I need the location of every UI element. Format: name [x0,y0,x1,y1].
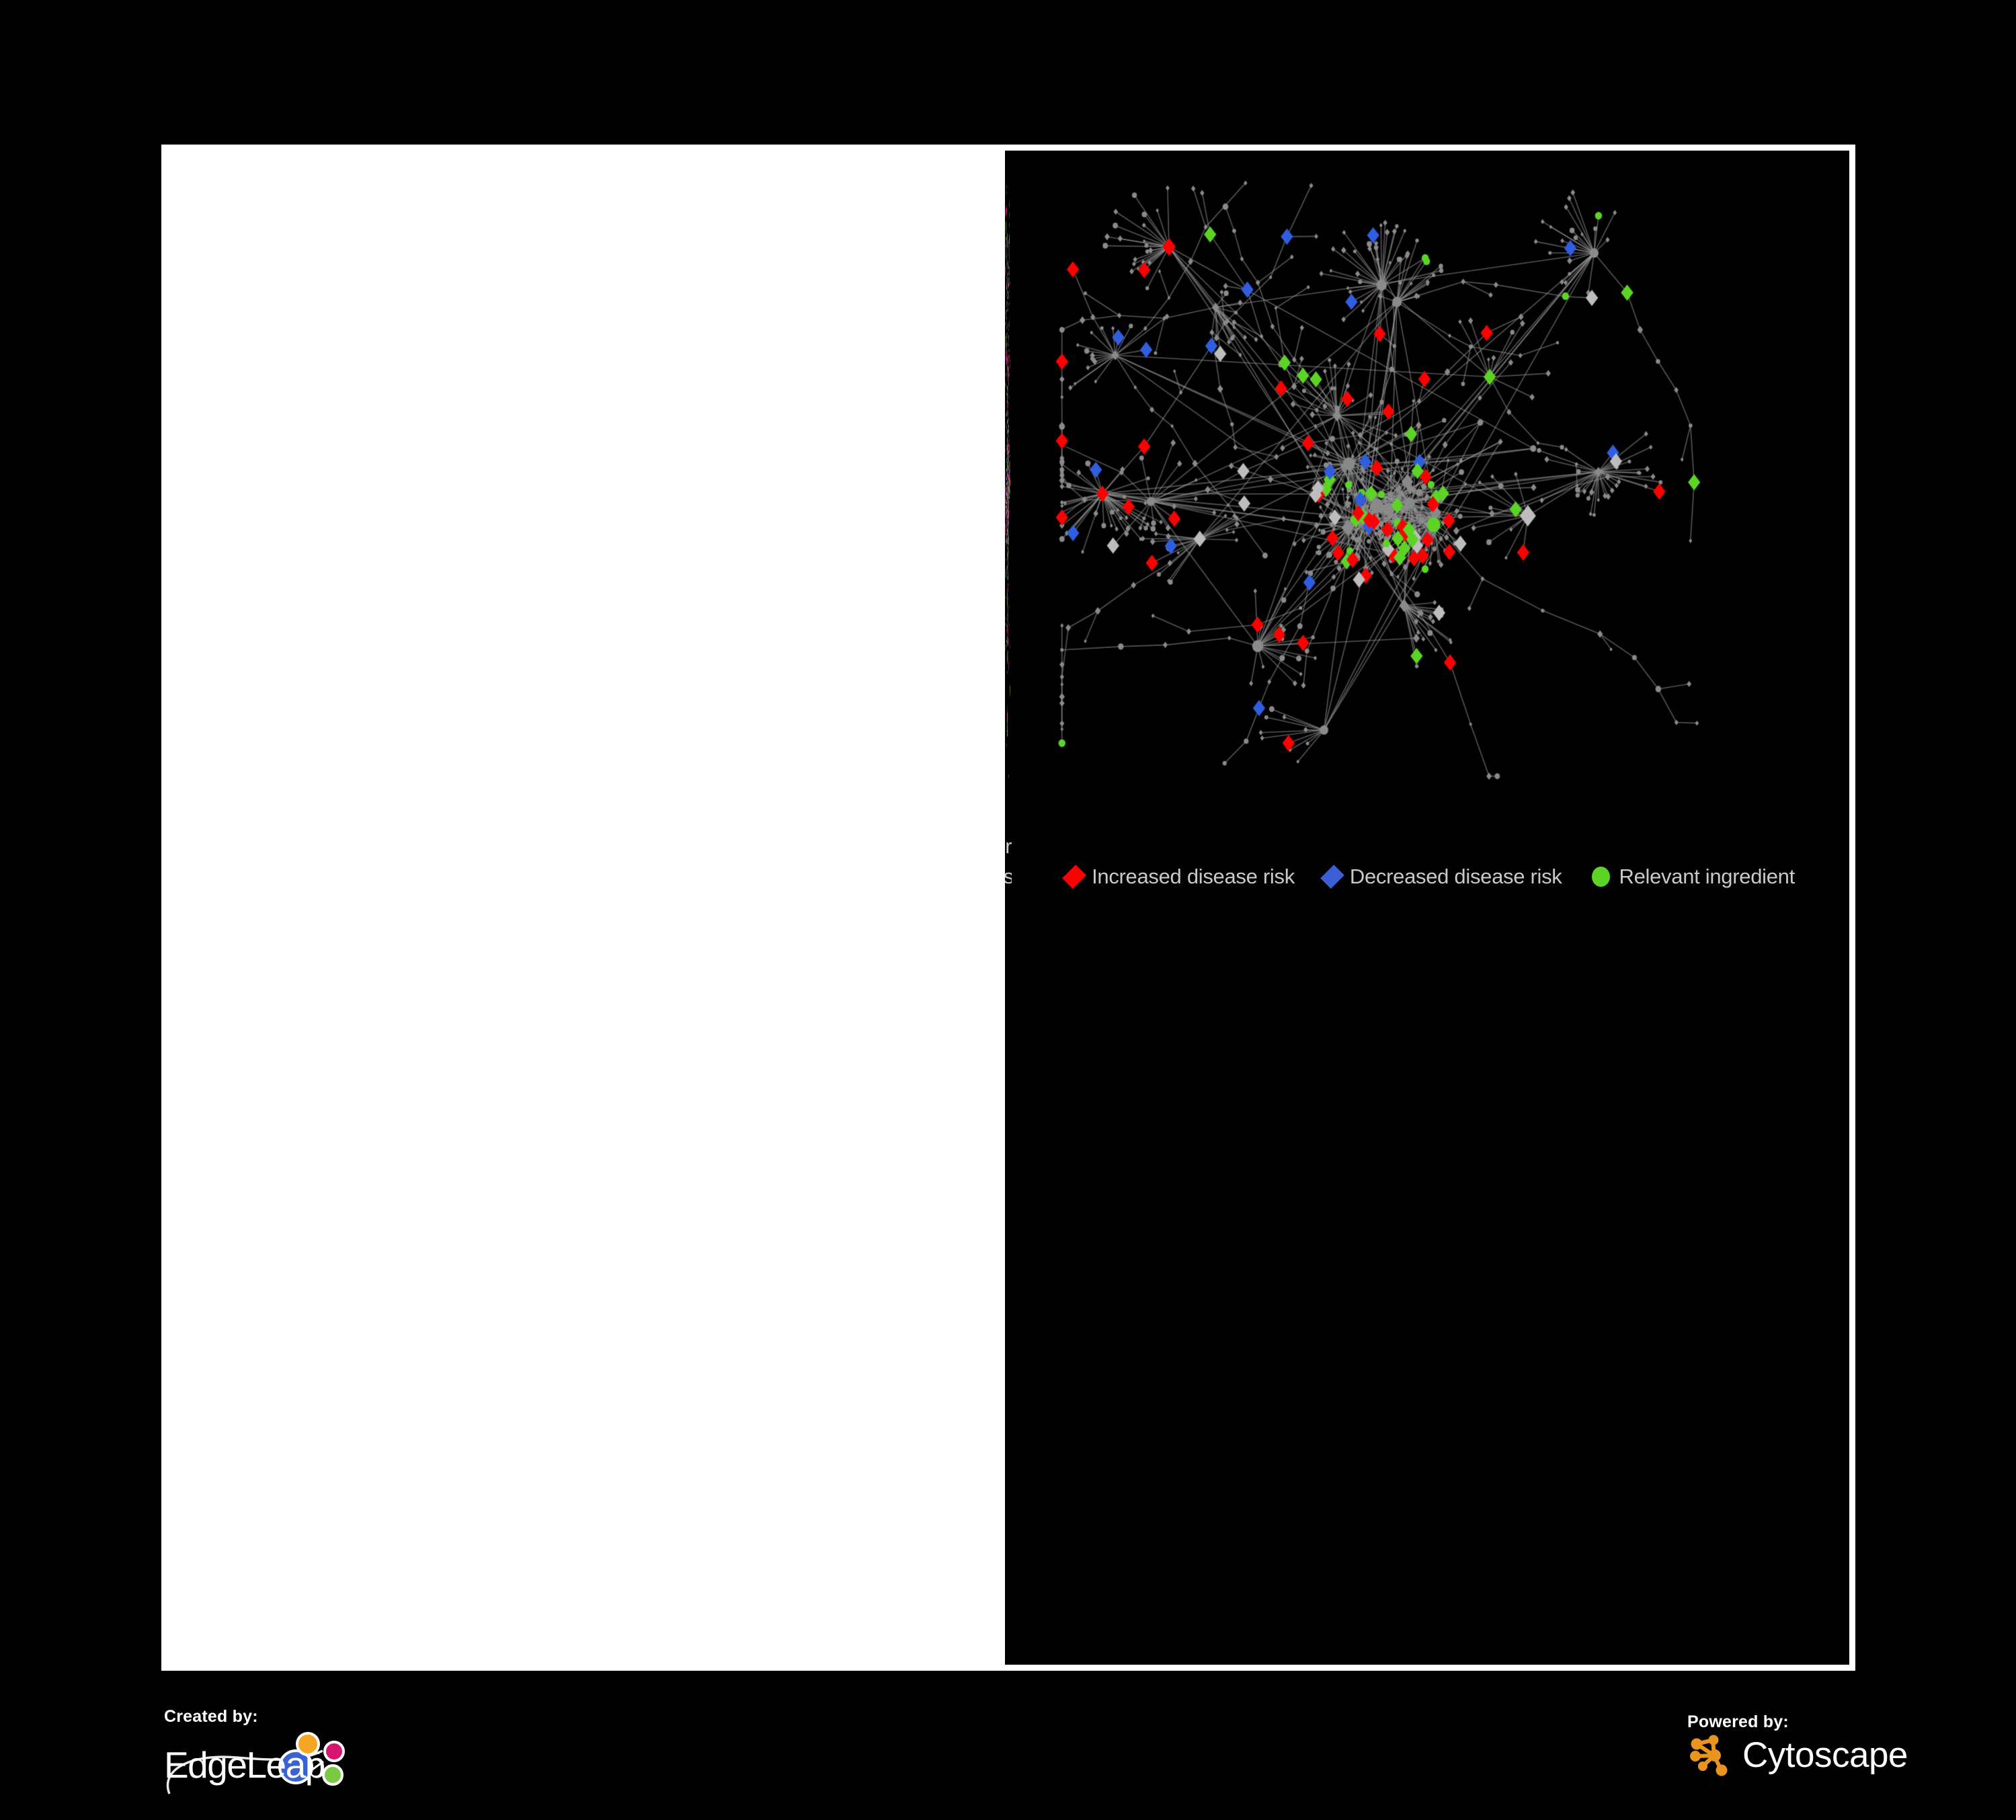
relevant-ingredient-circle-icon [1591,866,1610,887]
network-canvas-ingredient-disease[interactable] [1005,151,1012,904]
cytoscape-logo[interactable]: Cytoscape [1687,1733,1970,1778]
decreased-risk-diamond-icon [1320,864,1344,889]
powered-by-caption: Powered by: [1687,1712,1789,1731]
legend-item-disease[interactable]: Disease [1005,866,1012,887]
edgeleap-logo[interactable]: EdgeLeap [164,1728,446,1801]
legend-label-ingredient: Ingredient [1005,834,1012,858]
edgeleap-wordmark: EdgeLeap [164,1743,325,1786]
panel-ingredient-disease-network[interactable]: Ingredient Disease [1005,151,1012,904]
edgeleap-mark-icon [166,1731,345,1794]
increased-risk-diamond-icon [1062,864,1086,889]
panel-divider-vertical [167,151,1005,1665]
legend-label-disease: Disease [1005,865,1012,888]
legend-item-relevant-ingredient[interactable]: Relevant ingredient [1591,865,1796,888]
created-by-block: Created by: EdgeLeap [164,1707,446,1809]
cytoscape-wordmark: Cytoscape [1742,1735,1908,1775]
network-canvas-disease-risk[interactable] [1012,151,1849,904]
legend-item-ingredient[interactable]: Ingredient [1005,836,1012,857]
panel-disease-risk-network[interactable]: Increased disease risk Decreased disease… [1012,151,1849,904]
legend-disease-risk: Increased disease risk Decreased disease… [1012,864,1849,889]
legend-item-increased-risk[interactable]: Increased disease risk [1062,864,1295,889]
cytoscape-mark-icon [1690,1735,1728,1776]
legend-label-increased-risk: Increased disease risk [1092,865,1295,888]
figure-frame: Ingredient Disease Increased disease ris… [161,145,1855,1671]
legend-label-decreased-risk: Decreased disease risk [1349,865,1562,888]
legend-item-decreased-risk[interactable]: Decreased disease risk [1320,864,1562,889]
powered-by-block: Powered by: Cytoscape [1687,1712,1970,1814]
legend-ingredient-disease: Ingredient Disease [1005,836,1012,887]
created-by-caption: Created by: [164,1707,258,1726]
legend-label-relevant-ingredient: Relevant ingredient [1619,865,1796,888]
